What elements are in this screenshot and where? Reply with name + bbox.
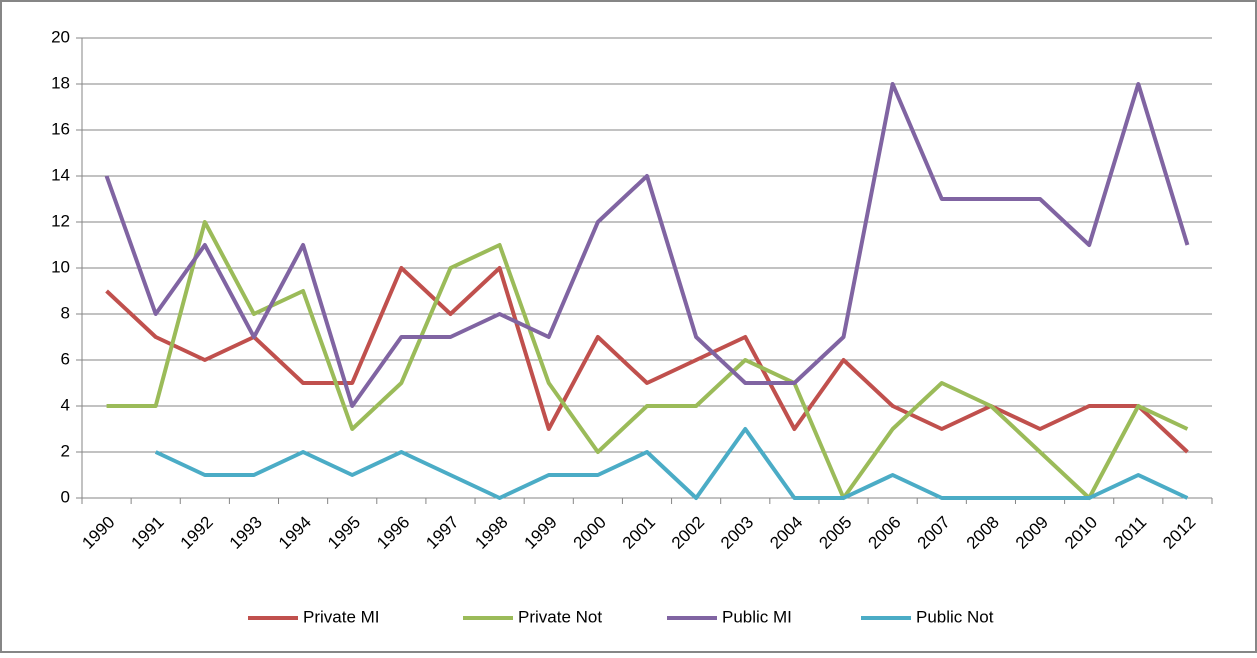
series-line bbox=[106, 220, 1189, 500]
series-line bbox=[105, 266, 1189, 454]
y-tick-label: 18 bbox=[51, 73, 70, 92]
y-tick-label: 14 bbox=[51, 165, 70, 184]
y-tick-label: 6 bbox=[61, 349, 70, 368]
legend-label: Private Not bbox=[518, 607, 602, 626]
y-tick-label: 2 bbox=[61, 441, 70, 460]
series-line bbox=[154, 427, 1189, 500]
y-tick-label: 8 bbox=[61, 303, 70, 322]
legend-label: Private MI bbox=[303, 607, 380, 626]
y-tick-label: 10 bbox=[51, 257, 70, 276]
y-tick-label: 0 bbox=[61, 487, 70, 506]
legend-label: Public MI bbox=[722, 607, 792, 626]
y-tick-label: 20 bbox=[51, 27, 70, 46]
y-tick-label: 12 bbox=[51, 211, 70, 230]
series-line bbox=[104, 82, 1190, 408]
y-tick-label: 16 bbox=[51, 119, 70, 138]
legend-label: Public Not bbox=[916, 607, 994, 626]
y-tick-label: 4 bbox=[61, 395, 70, 414]
